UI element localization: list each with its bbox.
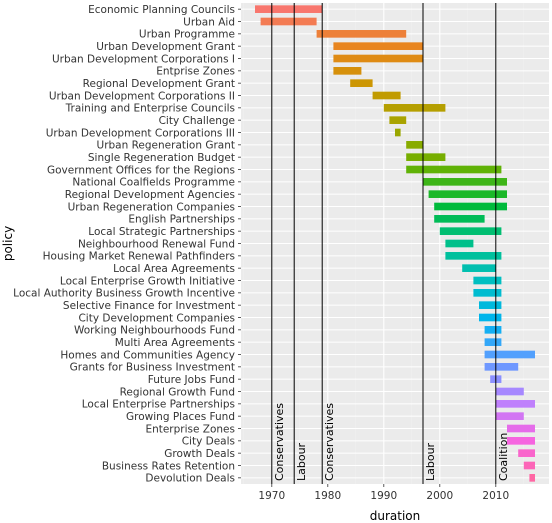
y-tick-label: City Deals xyxy=(182,436,235,448)
y-tick-label: Grants for Business Investment xyxy=(70,362,235,374)
y-tick-label: Working Neighbourhoods Fund xyxy=(74,325,235,337)
y-tick-label: Local Area Agreements xyxy=(113,263,235,275)
policy-bar xyxy=(428,190,507,198)
y-tick-label: Government Offices for the Regions xyxy=(47,164,235,176)
era-label: Coalition xyxy=(497,433,510,481)
y-tick-label: Homes and Communities Agency xyxy=(60,349,235,361)
y-tick-label: Local Enterprise Partnerships xyxy=(82,399,235,411)
policy-bar xyxy=(333,42,423,50)
y-tick-label: Local Strategic Partnerships xyxy=(88,226,235,238)
policy-bar xyxy=(445,239,474,248)
era-label: Labour xyxy=(424,442,437,481)
y-tick-label: Urban Development Corporations I xyxy=(52,53,235,65)
policy-bar xyxy=(484,363,519,371)
policy-bar xyxy=(529,474,535,482)
y-tick-label: Regional Growth Fund xyxy=(120,386,235,398)
policy-bar xyxy=(484,338,502,346)
policy-bar xyxy=(434,202,507,211)
policy-bar xyxy=(439,227,502,235)
policy-bar xyxy=(372,91,401,100)
y-tick-label: Urban Programme xyxy=(139,29,235,41)
policy-bar xyxy=(333,67,362,75)
y-tick-label: City Development Companies xyxy=(78,312,235,324)
x-axis-title: duration xyxy=(370,509,421,523)
policy-bar xyxy=(479,301,502,309)
policy-bar xyxy=(350,79,373,87)
policy-bar xyxy=(423,178,507,186)
y-tick-label: Housing Market Renewal Pathfinders xyxy=(43,251,235,263)
policy-bar xyxy=(518,449,535,457)
policy-bar xyxy=(473,276,502,285)
x-tick-label: 1990 xyxy=(370,490,397,502)
y-tick-label: Future Jobs Fund xyxy=(148,374,235,386)
policy-bar xyxy=(484,326,502,334)
policy-bar xyxy=(495,387,524,396)
policy-bar xyxy=(395,128,401,137)
policy-bar xyxy=(495,400,535,408)
era-lines: Conservatives Labour Conservatives Labour Co… xyxy=(271,3,510,484)
y-tick-label: Enterprise Zones xyxy=(145,423,235,435)
policy-bar xyxy=(333,54,423,63)
y-tick-label: Selective Finance for Investment xyxy=(63,300,235,312)
y-tick-label: Urban Development Grant xyxy=(96,41,235,53)
era-label: Conservatives xyxy=(323,403,336,481)
policy-bar xyxy=(316,30,407,38)
policy-bar xyxy=(473,289,502,297)
y-tick-label: Growing Places Fund xyxy=(126,411,235,423)
y-tick-label: Urban Development Corporations III xyxy=(46,127,235,139)
x-tick-label: 2010 xyxy=(482,490,509,502)
y-tick-label: Local Enterprise Growth Initiative xyxy=(60,275,235,287)
policy-bar xyxy=(383,104,446,112)
policy-bar xyxy=(434,215,485,223)
y-tick-label: City Challenge xyxy=(159,115,235,127)
y-tick-label: Business Rates Retention xyxy=(102,460,235,472)
y-tick-label: National Coalfields Programme xyxy=(72,177,235,189)
era-label: Labour xyxy=(295,442,308,481)
policy-bar xyxy=(260,17,317,26)
policy-bar xyxy=(507,437,535,445)
x-tick-label: 2000 xyxy=(426,490,453,502)
y-tick-label: Entprise Zones xyxy=(156,66,235,78)
y-tick-label: Devolution Deals xyxy=(145,473,235,485)
policy-bar xyxy=(495,412,524,420)
y-tick-label: Urban Regeneration Companies xyxy=(68,201,235,213)
policy-bar xyxy=(523,461,535,470)
y-tick-label: Single Regeneration Budget xyxy=(88,152,235,164)
policy-bar xyxy=(406,165,502,174)
policy-bar xyxy=(406,141,423,149)
y-tick-label: Regional Development Agencies xyxy=(65,189,235,201)
policy-bar xyxy=(507,424,535,433)
x-tick-label: 1980 xyxy=(314,490,341,502)
policy-bar xyxy=(255,5,323,13)
y-tick-label: Multi Area Agreements xyxy=(115,337,235,349)
y-tick-label: Neighbourhood Renewal Fund xyxy=(78,238,235,250)
y-tick-label: Urban Aid xyxy=(183,16,235,28)
y-tick-label: Urban Regeneration Grant xyxy=(97,140,235,152)
policy-bars xyxy=(255,5,535,482)
policy-bar xyxy=(484,350,535,359)
y-tick-label: Economic Planning Councils xyxy=(88,4,235,16)
era-label: Conservatives xyxy=(273,403,286,481)
y-tick-label: Regional Development Grant xyxy=(83,78,235,90)
policy-bar xyxy=(445,252,502,260)
policy-bar xyxy=(406,153,446,161)
policy-bar xyxy=(462,264,496,272)
y-tick-label: Local Authority Business Growth Incentiv… xyxy=(13,288,235,300)
x-tick-label: 1970 xyxy=(258,490,285,502)
y-tick-label: Growth Deals xyxy=(164,448,235,460)
y-tick-label: Training and Enterprise Councils xyxy=(65,103,235,115)
x-axis-tick-labels: 1970 1980 1990 2000 2010 xyxy=(258,484,509,502)
y-axis-title: policy xyxy=(1,226,15,261)
y-tick-label: English Partnerships xyxy=(128,214,235,226)
policy-bar xyxy=(389,116,407,124)
y-tick-label: Urban Development Corporations II xyxy=(49,90,235,102)
policy-bar xyxy=(479,313,502,322)
